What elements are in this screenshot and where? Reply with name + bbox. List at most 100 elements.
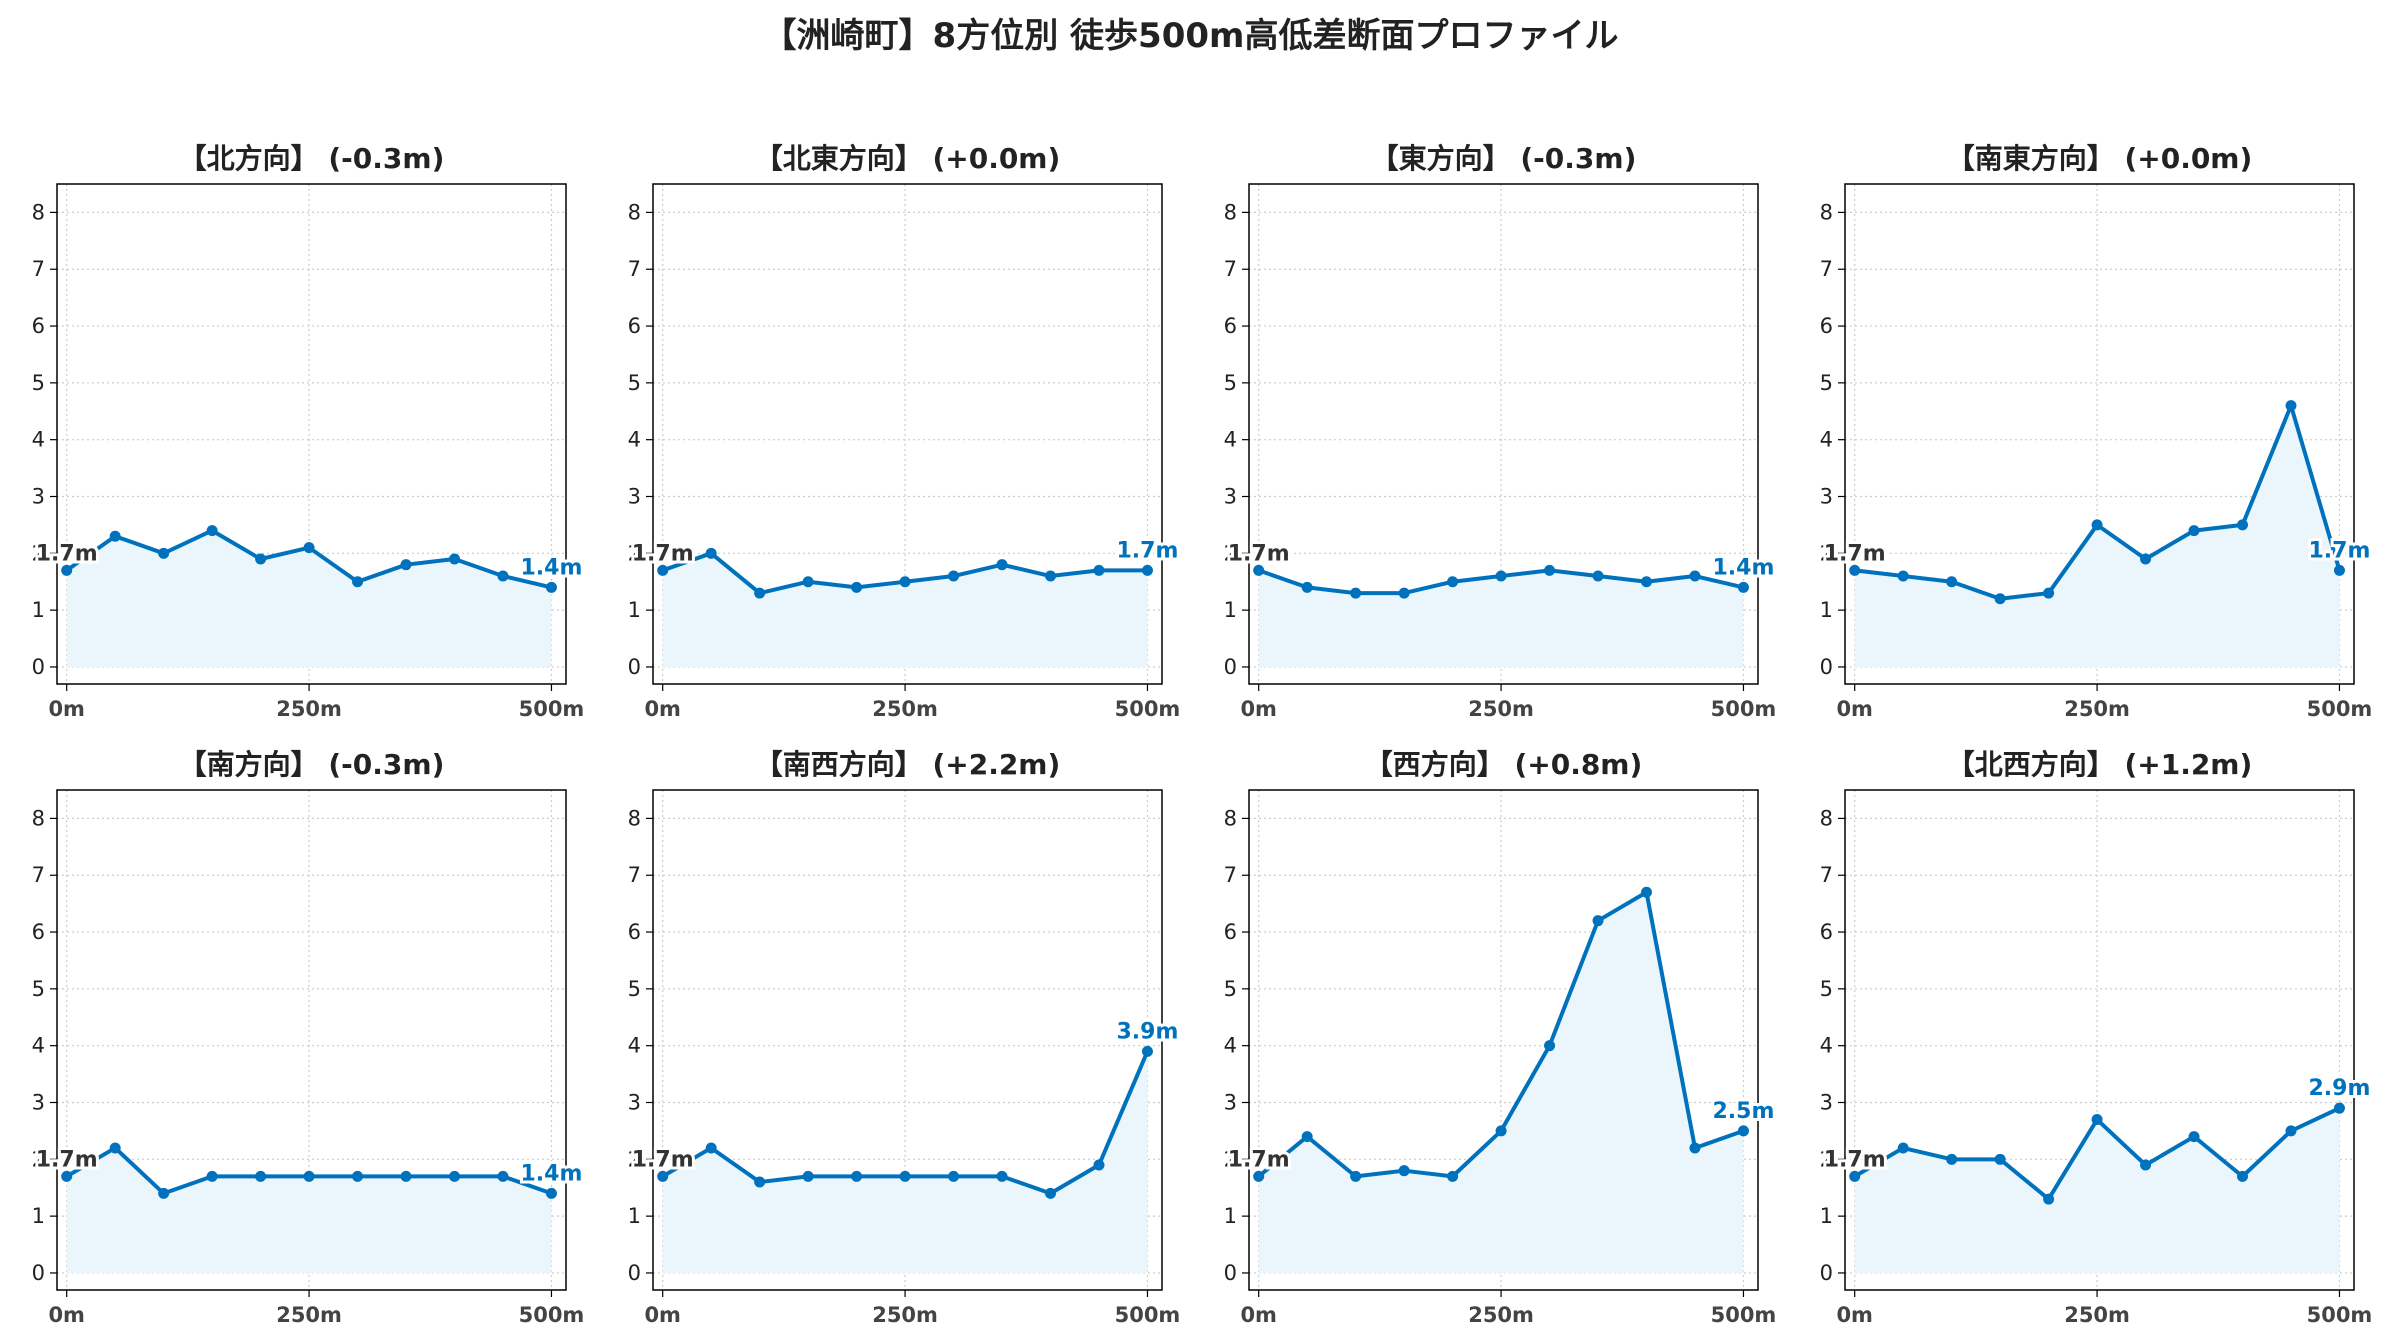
y-tick-label: 1 (1224, 598, 1237, 622)
data-point (1544, 1040, 1556, 1052)
data-point (1737, 581, 1749, 593)
y-tick-label: 8 (1224, 200, 1237, 224)
data-point (1592, 915, 1604, 927)
data-point (303, 1170, 315, 1182)
data-point (1045, 1187, 1057, 1199)
y-tick-label: 5 (1224, 371, 1237, 395)
end-value-label: 1.7m (1117, 538, 1179, 563)
data-point (948, 1170, 960, 1182)
y-tick-label: 2 (628, 541, 641, 565)
data-point (1447, 576, 1459, 588)
y-tick-label: 2 (1820, 541, 1833, 565)
area-fill (1854, 405, 2340, 667)
data-point (1849, 1170, 1861, 1182)
panel-title: 【北方向】 (-0.3m) (179, 142, 445, 175)
data-point (449, 553, 461, 565)
plot-frame (1248, 183, 1759, 685)
y-tick-label: 6 (1224, 920, 1237, 944)
data-point (352, 1170, 364, 1182)
data-point (851, 1170, 863, 1182)
y-tick-label: 6 (32, 314, 45, 338)
y-tick-label: 1 (628, 598, 641, 622)
start-value-label: 1.7m (36, 541, 98, 566)
data-point (1544, 564, 1556, 576)
end-value-label: 2.5m (1713, 1099, 1775, 1124)
data-point (545, 1187, 557, 1199)
y-tick-label: 1 (1224, 1204, 1237, 1228)
plot-frame (56, 183, 567, 685)
y-tick-label: 7 (628, 257, 641, 281)
data-point (1994, 1153, 2006, 1165)
x-tick-label: 0m (644, 1303, 681, 1327)
data-point (2333, 564, 2345, 576)
y-tick-label: 5 (1820, 977, 1833, 1001)
data-point (754, 1176, 766, 1188)
y-tick-label: 7 (32, 257, 45, 281)
data-point (2091, 519, 2103, 531)
end-value-label: 2.9m (2309, 1076, 2371, 1101)
y-tick-label: 2 (628, 1147, 641, 1171)
y-tick-label: 0 (32, 1261, 45, 1285)
data-point (158, 1187, 170, 1199)
data-point (255, 553, 267, 565)
y-tick-label: 4 (32, 1034, 45, 1058)
x-tick-label: 0m (48, 1303, 85, 1327)
y-tick-label: 4 (628, 428, 641, 452)
data-point (400, 559, 412, 571)
start-value-label: 1.7m (1228, 1147, 1290, 1172)
data-point (109, 530, 121, 542)
data-point (2237, 519, 2249, 531)
x-tick-label: 500m (1115, 1303, 1181, 1327)
data-point (1141, 564, 1153, 576)
y-tick-label: 7 (1820, 863, 1833, 887)
data-point (1946, 1153, 1958, 1165)
data-point (1849, 564, 1861, 576)
x-tick-label: 250m (1468, 1303, 1534, 1327)
data-point (1253, 1170, 1265, 1182)
data-point (899, 1170, 911, 1182)
y-tick-label: 2 (32, 541, 45, 565)
data-point (899, 576, 911, 588)
data-point (2333, 1102, 2345, 1114)
y-tick-label: 6 (1820, 314, 1833, 338)
start-value-label: 1.7m (632, 1147, 694, 1172)
data-point (2188, 1131, 2200, 1143)
data-point (1093, 564, 1105, 576)
y-tick-label: 0 (1224, 1261, 1237, 1285)
data-point (657, 1170, 669, 1182)
data-point (1301, 1131, 1313, 1143)
panel-0: 【北方向】 (-0.3m) 0 1 2 3 4 5 6 7 8 0m 250m 500m 1.7m 1.4m (32, 142, 586, 721)
plot-frame (1844, 183, 2355, 685)
y-tick-label: 3 (32, 1091, 45, 1115)
panel-5: 【南西方向】 (+2.2m) 0 1 2 3 4 5 6 7 8 0m 250m 500m 1.7m 3.9… (628, 748, 1182, 1327)
x-tick-label: 500m (1711, 1303, 1777, 1327)
data-point (449, 1170, 461, 1182)
data-point (497, 1170, 509, 1182)
x-tick-label: 250m (1468, 697, 1534, 721)
y-tick-label: 0 (1820, 1261, 1833, 1285)
start-value-label: 1.7m (1824, 541, 1886, 566)
y-tick-label: 5 (32, 977, 45, 1001)
x-tick-label: 0m (1836, 1303, 1873, 1327)
panel-7: 【北西方向】 (+1.2m) 0 1 2 3 4 5 6 7 8 0m 250m 500m 1.7m 2.9… (1820, 748, 2374, 1327)
data-point (1737, 1125, 1749, 1137)
y-tick-label: 3 (1820, 485, 1833, 509)
y-tick-label: 7 (628, 863, 641, 887)
data-point (2285, 400, 2297, 412)
data-point (1350, 1170, 1362, 1182)
panel-3: 【南東方向】 (+0.0m) 0 1 2 3 4 5 6 7 8 0m 250m 500m 1.7m 1.7… (1820, 142, 2374, 721)
y-tick-label: 3 (1224, 485, 1237, 509)
data-point (2237, 1170, 2249, 1182)
data-point (657, 564, 669, 576)
data-point (1689, 1142, 1701, 1154)
area-fill (1258, 570, 1744, 667)
x-tick-label: 0m (1240, 697, 1277, 721)
y-tick-label: 6 (1820, 920, 1833, 944)
y-tick-label: 3 (32, 485, 45, 509)
data-point (1398, 587, 1410, 599)
y-tick-label: 8 (1820, 200, 1833, 224)
data-point (1946, 576, 1958, 588)
panel-title: 【西方向】 (+0.8m) (1365, 748, 1643, 781)
